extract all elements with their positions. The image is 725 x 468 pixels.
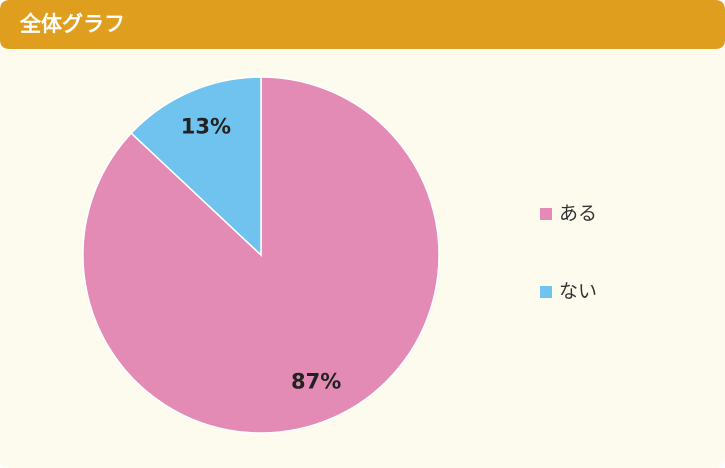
chart-title: 全体グラフ: [19, 12, 125, 36]
pie-slice: [82, 76, 440, 434]
legend-label: ない: [559, 281, 597, 303]
legend-swatch: [540, 208, 552, 220]
data-label: 87%: [291, 369, 341, 393]
legend-label: ある: [559, 203, 597, 225]
panel-header: [0, 0, 725, 49]
pie-slice: [130, 76, 262, 257]
data-label: 13%: [181, 115, 231, 139]
legend-swatch: [540, 286, 552, 298]
